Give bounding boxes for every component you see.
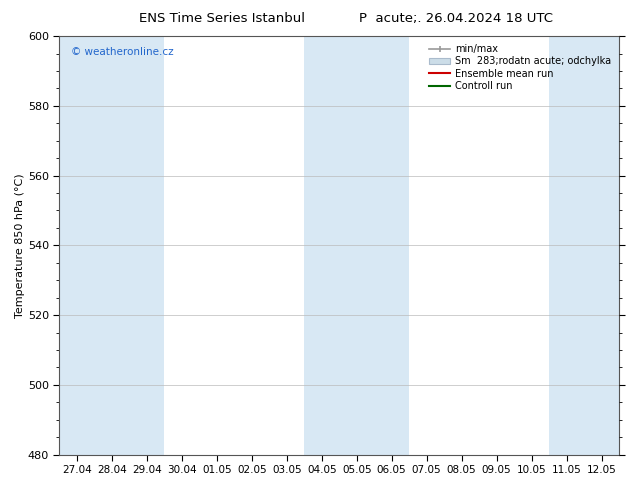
- Text: © weatheronline.cz: © weatheronline.cz: [70, 47, 173, 57]
- Text: ENS Time Series Istanbul: ENS Time Series Istanbul: [139, 12, 305, 25]
- Bar: [374, 36, 409, 455]
- Bar: [584, 36, 619, 455]
- Bar: [339, 36, 374, 455]
- Text: P  acute;. 26.04.2024 18 UTC: P acute;. 26.04.2024 18 UTC: [359, 12, 553, 25]
- Bar: [94, 36, 129, 455]
- Bar: [60, 36, 94, 455]
- Bar: [304, 36, 339, 455]
- Bar: [549, 36, 584, 455]
- Y-axis label: Temperature 850 hPa (°C): Temperature 850 hPa (°C): [15, 173, 25, 318]
- Bar: [129, 36, 164, 455]
- Legend: min/max, Sm  283;rodatn acute; odchylka, Ensemble mean run, Controll run: min/max, Sm 283;rodatn acute; odchylka, …: [426, 41, 614, 94]
